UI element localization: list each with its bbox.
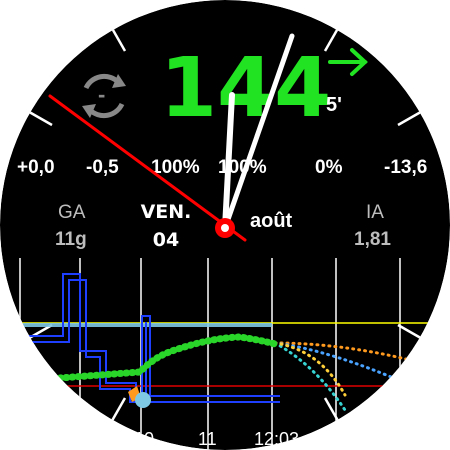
delta-age: 5': [326, 94, 342, 116]
loop-status-symbol: -: [98, 82, 106, 107]
month: août: [250, 210, 293, 232]
graph-time-label: 12:03: [254, 429, 300, 449]
graph-time-label: 11: [198, 429, 217, 449]
bolus-marker: [135, 392, 151, 408]
basal-profile: [20, 273, 280, 397]
bg-history-line: [56, 333, 279, 382]
graph-time-label: 10: [134, 429, 155, 449]
carbs-label: GA: [58, 202, 86, 223]
insulin-label: IA: [366, 202, 384, 223]
bg-graph: [19, 258, 450, 450]
bg-delta: -0,5: [86, 157, 119, 178]
day-number: 04: [152, 229, 180, 251]
target-percent: 100%: [218, 157, 267, 178]
day-name: VEN.: [140, 201, 192, 223]
basal-profile-inner: [20, 279, 280, 403]
carbs-value: 11g: [55, 229, 87, 250]
cob-detail: -13,6: [384, 157, 428, 178]
insulin-value: 1,81: [354, 229, 391, 250]
profile-percent: 100%: [151, 157, 200, 178]
bg-value: 144: [160, 41, 332, 136]
temp-basal-percent: 0%: [315, 157, 343, 178]
arrow-right-icon: [328, 48, 368, 76]
iob-detail: +0,0: [17, 157, 55, 178]
prediction-curves: [273, 341, 412, 412]
